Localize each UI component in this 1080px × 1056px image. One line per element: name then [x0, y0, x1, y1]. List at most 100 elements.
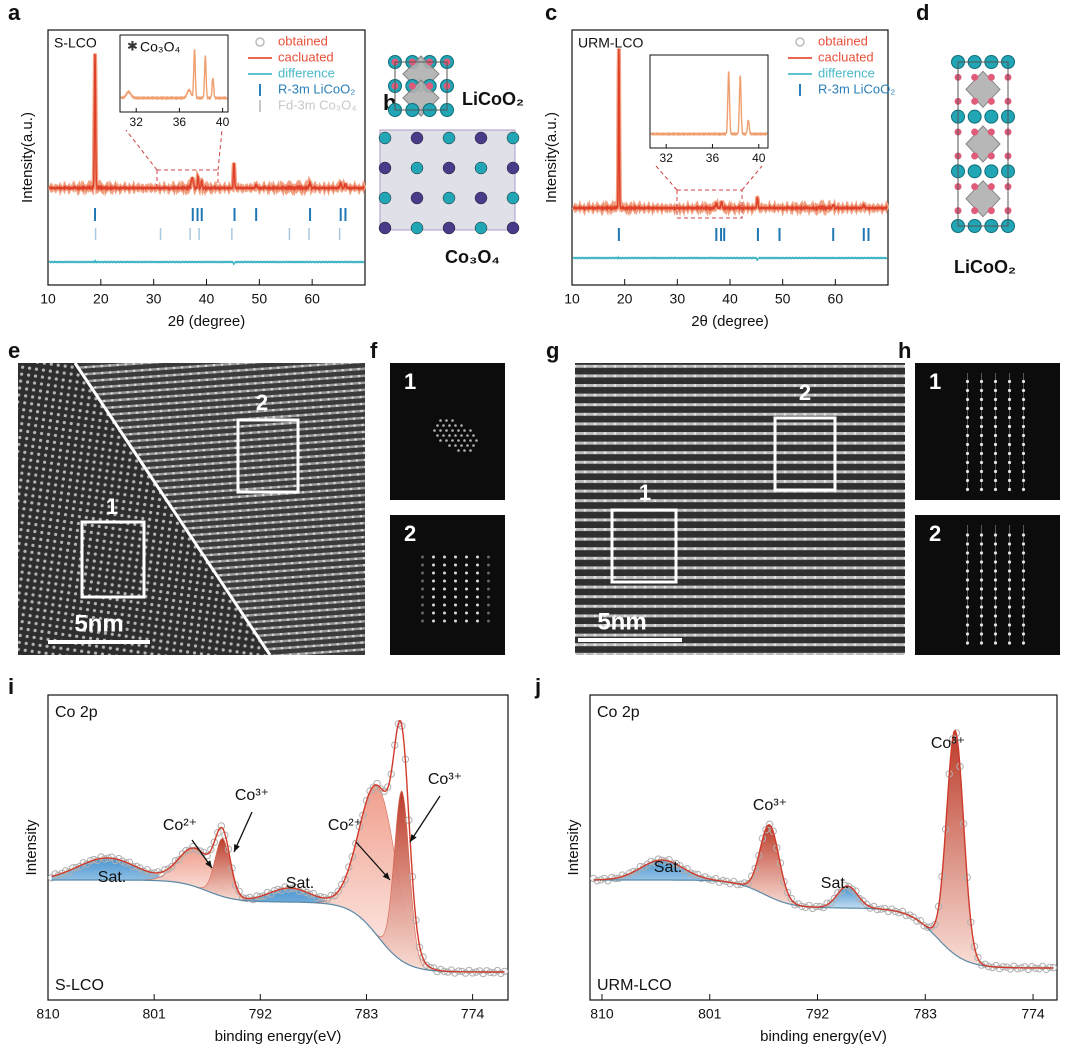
fft-spot [487, 603, 490, 607]
fft-spot [476, 611, 479, 615]
coo6-octahedron [965, 125, 1001, 163]
fft-image [915, 363, 1060, 500]
fft-spot [1007, 379, 1012, 384]
raw-data-point [108, 853, 116, 861]
fft-spot [436, 434, 439, 437]
fft-spot [979, 614, 984, 618]
raw-data-point [72, 863, 81, 872]
legend-symbol [795, 37, 805, 47]
fft-spot [1007, 587, 1012, 591]
fft-spot [443, 563, 446, 567]
spinel-atom [474, 131, 488, 145]
fft-spot [979, 424, 984, 429]
fft-spot [454, 611, 457, 615]
fft-spot [1007, 451, 1012, 456]
raw-data-point [366, 787, 374, 795]
x-tick-label: 60 [828, 291, 844, 307]
raw-data-point [672, 859, 680, 868]
plot-frame [47, 694, 509, 1001]
sample-label: URM-LCO [597, 977, 672, 994]
fft-spot [965, 533, 970, 537]
x-tick-label: 792 [806, 1006, 830, 1022]
fft-spot [448, 444, 451, 447]
o-atom [987, 73, 995, 81]
fft-spot [979, 388, 984, 393]
fft-spot [443, 555, 446, 559]
spinel-atom [378, 131, 392, 145]
x-tick-label: 801 [142, 1006, 166, 1022]
raw-data-point [419, 953, 427, 961]
raw-data-point [171, 857, 180, 865]
raw-data-point [214, 829, 222, 837]
raw-data-point [422, 961, 431, 969]
zoom-line [655, 165, 678, 191]
spinel-atom [378, 161, 392, 175]
fft-spot [993, 605, 998, 609]
peak-component [914, 730, 998, 968]
panel-letter: h [898, 338, 911, 363]
fft-spot [472, 434, 475, 437]
fft-spot [1021, 632, 1026, 636]
raw-data-point [58, 869, 66, 877]
fft-spot [979, 379, 984, 384]
fft-spot [1021, 623, 1026, 627]
fft-spot [1021, 469, 1026, 474]
x-tick-label: 30 [670, 291, 686, 307]
fft-spot [421, 563, 424, 567]
x-tick-label: 774 [461, 1006, 485, 1022]
x-tick-label: 783 [355, 1006, 379, 1022]
fft-spot [454, 603, 457, 607]
spectrum-title: Co 2p [55, 704, 98, 721]
legend-label: obtained [818, 33, 868, 48]
fft-spot [487, 555, 490, 559]
fft-spot [432, 563, 435, 567]
x-tick-label: 50 [252, 291, 268, 307]
raw-data-point [380, 787, 388, 795]
fft-spot [1007, 641, 1012, 645]
fft-spot [1021, 614, 1026, 618]
coo6-octahedron [965, 70, 1001, 109]
legend-label: cacluated [818, 49, 874, 64]
sample-label: URM-LCO [578, 35, 643, 51]
fft-spot [965, 397, 970, 402]
fft-spot [965, 388, 970, 393]
fft-spot [445, 429, 448, 432]
y-axis-label: Intensity(a.u.) [543, 112, 560, 203]
fft-spot [965, 469, 970, 474]
fft-spot [1021, 605, 1026, 609]
fft-image [915, 515, 1060, 655]
raw-data-point [330, 892, 339, 900]
fft-spot [451, 429, 454, 432]
fft-spot [1021, 487, 1026, 492]
fft-spot [979, 587, 984, 591]
fft-spot [979, 478, 984, 483]
scale-bar-label: 5nm [597, 608, 646, 635]
fft-spot [432, 571, 435, 575]
fft-spot [1021, 478, 1026, 483]
fft-spot [1021, 560, 1026, 564]
spinel-atom [378, 191, 392, 205]
fft-spot [965, 569, 970, 573]
raw-data-point [640, 863, 648, 871]
raw-data-point [712, 875, 720, 883]
fft-spot [454, 619, 457, 623]
x-tick-label: 10 [564, 291, 580, 307]
raw-data-point [920, 922, 928, 930]
raw-data-point [210, 838, 219, 846]
fft-spot [421, 603, 424, 607]
fft-spot [463, 449, 466, 452]
arrow-head [205, 860, 212, 868]
o-atom [987, 128, 995, 136]
o-atom [987, 183, 995, 191]
raw-data-point [909, 913, 917, 921]
fft-spot [979, 451, 984, 456]
fft-spot [421, 619, 424, 623]
xrd-calculated [48, 53, 365, 192]
legend-label: Fd-3m Co₃O₄ [278, 97, 357, 112]
fft-spot [421, 571, 424, 575]
peak-component [724, 824, 816, 908]
fft-spot [965, 415, 970, 420]
structure-label: LiCoO₂ [462, 89, 524, 109]
o-atom [987, 97, 995, 105]
